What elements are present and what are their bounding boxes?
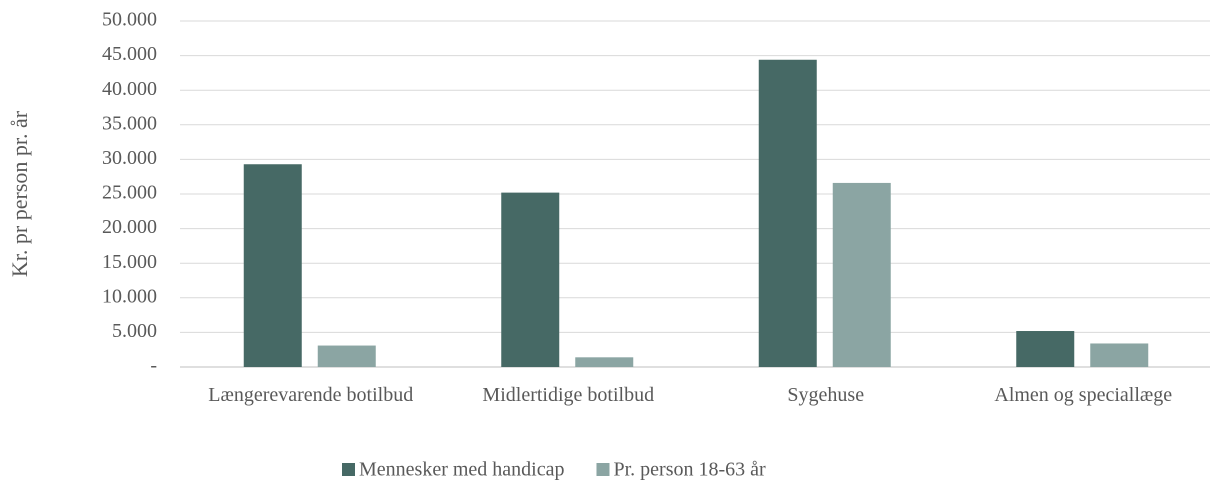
y-tick-label: 10.000 <box>102 285 157 307</box>
legend-swatch <box>342 463 355 476</box>
bar <box>758 59 817 367</box>
legend-label: Mennesker med handicap <box>359 459 564 481</box>
y-tick-label: 30.000 <box>102 147 157 169</box>
bar <box>832 182 891 367</box>
x-tick-label: Almen og speciallæge <box>994 384 1173 406</box>
legend-swatch <box>596 463 610 476</box>
bar <box>1090 343 1149 367</box>
y-axis-label: Kr. pr person pr. år <box>7 110 32 277</box>
bar <box>575 357 634 367</box>
y-tick-label: 25.000 <box>102 182 157 204</box>
y-tick-label: 50.000 <box>102 9 157 31</box>
y-tick-label: 15.000 <box>102 251 157 273</box>
bar <box>501 192 560 367</box>
x-tick-label: Midlertidige botilbud <box>482 384 655 406</box>
bar <box>317 345 376 367</box>
bar <box>1016 331 1075 367</box>
y-tick-label: 45.000 <box>102 43 157 65</box>
x-tick-label: Længerevarende botilbud <box>208 384 414 406</box>
x-tick-label: Sygehuse <box>787 384 865 406</box>
y-tick-label: - <box>150 355 157 377</box>
y-tick-label: 35.000 <box>102 112 157 134</box>
y-tick-label: 40.000 <box>102 78 157 100</box>
legend-label: Pr. person 18-63 år <box>613 459 766 481</box>
y-tick-label: 5.000 <box>112 320 157 342</box>
bar <box>243 164 302 367</box>
y-tick-label: 20.000 <box>102 216 157 238</box>
